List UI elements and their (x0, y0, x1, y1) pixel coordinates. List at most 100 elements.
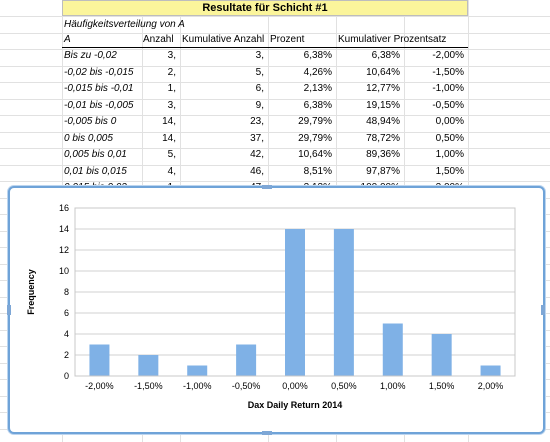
x-tick-label: -1,50% (134, 381, 163, 391)
x-tick-label: 0,00% (282, 381, 308, 391)
cell-count[interactable]: 3, (167, 99, 176, 111)
bar[interactable] (333, 229, 354, 376)
x-tick-label: -1,00% (183, 381, 212, 391)
cell-bin[interactable]: -2,00% (432, 50, 464, 61)
cell-cumulative-count[interactable]: 37, (250, 132, 264, 144)
grid-row-line (0, 66, 550, 67)
cell-cumulative-percent[interactable]: 12,77% (366, 83, 400, 94)
cell-cumulative-percent[interactable]: 78,72% (366, 132, 400, 144)
table-subtitle[interactable]: Häufigkeitsverteilung von A (64, 19, 185, 30)
bar[interactable] (236, 344, 257, 377)
y-tick-label: 14 (59, 224, 69, 234)
x-tick-label: 0,50% (331, 381, 357, 391)
cell-cumulative-percent[interactable]: 10,64% (366, 66, 400, 78)
cell-count[interactable]: 3, (167, 50, 176, 61)
cell-cumulative-count[interactable]: 46, (250, 165, 264, 177)
bar[interactable] (138, 355, 159, 376)
chart-canvas: 0 2 4 6 8 10 12 14 16 -2,00% -1,50% -1,00% -0,50% 0,… (26, 203, 516, 410)
cell-count[interactable]: 1, (167, 83, 176, 94)
cell-bin[interactable]: -1,50% (432, 66, 464, 78)
y-tick-label: 16 (59, 203, 69, 213)
histogram-chart[interactable]: 0 2 4 6 8 10 12 14 16 -2,00% -1,50% -1,00% -0,50% 0,… (8, 186, 545, 434)
resize-handle-bottom[interactable] (262, 431, 272, 435)
grid-row-line (0, 165, 550, 166)
cell-bin[interactable]: 0,50% (435, 132, 464, 144)
x-tick-labels: -2,00% -1,50% -1,00% -0,50% 0,00% 0,50% 1,00% 1… (85, 381, 503, 391)
cell-cumulative-count[interactable]: 5, (255, 66, 264, 78)
cell-percent[interactable]: 8,51% (303, 165, 332, 177)
y-tick-label: 10 (59, 266, 69, 276)
cell-count[interactable]: 14, (162, 116, 176, 127)
cell-cumulative-count[interactable]: 23, (250, 116, 264, 127)
header-prozent[interactable]: Prozent (270, 34, 305, 45)
header-kumulativer-prozentsatz[interactable]: Kumulativer Prozentsatz (338, 34, 447, 45)
cell-range[interactable]: -0,005 bis 0 (64, 116, 117, 127)
header-anzahl[interactable]: Anzahl (143, 34, 174, 45)
x-tick-label: -2,00% (85, 381, 114, 391)
x-tick-label: -0,50% (232, 381, 261, 391)
bar[interactable] (480, 365, 501, 377)
cell-cumulative-percent[interactable]: 6,38% (371, 50, 400, 61)
cell-count[interactable]: 14, (162, 132, 176, 144)
x-tick-label: 2,00% (478, 381, 504, 391)
cell-percent[interactable]: 10,64% (298, 149, 332, 160)
grid-row-line (0, 33, 550, 34)
y-tick-label: 12 (59, 245, 69, 255)
cell-range[interactable]: 0,01 bis 0,015 (64, 165, 127, 177)
cell-cumulative-count[interactable]: 42, (250, 149, 264, 160)
cell-bin[interactable]: -0,50% (432, 99, 464, 111)
cell-range[interactable]: -0,015 bis -0,01 (64, 83, 134, 94)
grid-row-line (0, 148, 550, 149)
chart-bars (89, 229, 501, 377)
header-divider (62, 47, 468, 48)
cell-percent[interactable]: 29,79% (298, 116, 332, 127)
y-axis-label: Frequency (26, 269, 36, 315)
grid-row-line (0, 16, 550, 17)
cell-cumulative-count[interactable]: 9, (255, 99, 264, 111)
cell-cumulative-percent[interactable]: 19,15% (366, 99, 400, 111)
cell-count[interactable]: 4, (167, 165, 176, 177)
x-axis-label: Dax Daily Return 2014 (248, 400, 343, 410)
y-tick-label: 6 (64, 308, 69, 318)
cell-range[interactable]: 0,005 bis 0,01 (64, 149, 127, 160)
cell-range[interactable]: -0,02 bis -0,015 (64, 66, 134, 78)
resize-handle-right[interactable] (541, 305, 545, 315)
cell-bin[interactable]: 1,50% (435, 165, 464, 177)
cell-cumulative-percent[interactable]: 48,94% (366, 116, 400, 127)
header-a[interactable]: A (64, 34, 71, 45)
grid-row-line (0, 82, 550, 83)
header-kumulative-anzahl[interactable]: Kumulative Anzahl (182, 34, 265, 45)
cell-percent[interactable]: 6,38% (303, 50, 332, 61)
grid-row-line (0, 49, 550, 50)
x-tick-label: 1,50% (429, 381, 455, 391)
y-tick-label: 2 (64, 350, 69, 360)
bar[interactable] (285, 229, 305, 376)
cell-bin[interactable]: 1,00% (435, 149, 464, 160)
cell-cumulative-percent[interactable]: 89,36% (366, 149, 400, 160)
cell-bin[interactable]: 0,00% (435, 116, 464, 127)
grid-row-line (0, 181, 550, 182)
cell-count[interactable]: 2, (167, 66, 176, 78)
cell-range[interactable]: -0,01 bis -0,005 (64, 99, 134, 111)
cell-cumulative-count[interactable]: 3, (255, 50, 264, 61)
cell-percent[interactable]: 6,38% (303, 99, 332, 111)
resize-handle-left[interactable] (7, 305, 11, 315)
bar[interactable] (382, 323, 403, 377)
cell-percent[interactable]: 29,79% (298, 132, 332, 144)
cell-percent[interactable]: 4,26% (303, 66, 332, 78)
grid-row-line (0, 132, 550, 133)
cell-count[interactable]: 5, (167, 149, 176, 160)
cell-percent[interactable]: 2,13% (303, 83, 332, 94)
bar[interactable] (431, 334, 452, 376)
cell-range[interactable]: Bis zu -0,02 (64, 50, 117, 61)
y-tick-labels: 0 2 4 6 8 10 12 14 16 (59, 203, 69, 381)
cell-cumulative-count[interactable]: 6, (255, 83, 264, 94)
cell-cumulative-percent[interactable]: 97,87% (366, 165, 400, 177)
cell-range[interactable]: 0 bis 0,005 (64, 132, 113, 144)
cell-bin[interactable]: -1,00% (432, 83, 464, 94)
bar[interactable] (187, 365, 208, 377)
resize-handle-top[interactable] (262, 185, 272, 189)
bar[interactable] (89, 344, 110, 377)
table-title[interactable]: Resultate für Schicht #1 (62, 0, 468, 16)
plot-area (74, 207, 516, 377)
